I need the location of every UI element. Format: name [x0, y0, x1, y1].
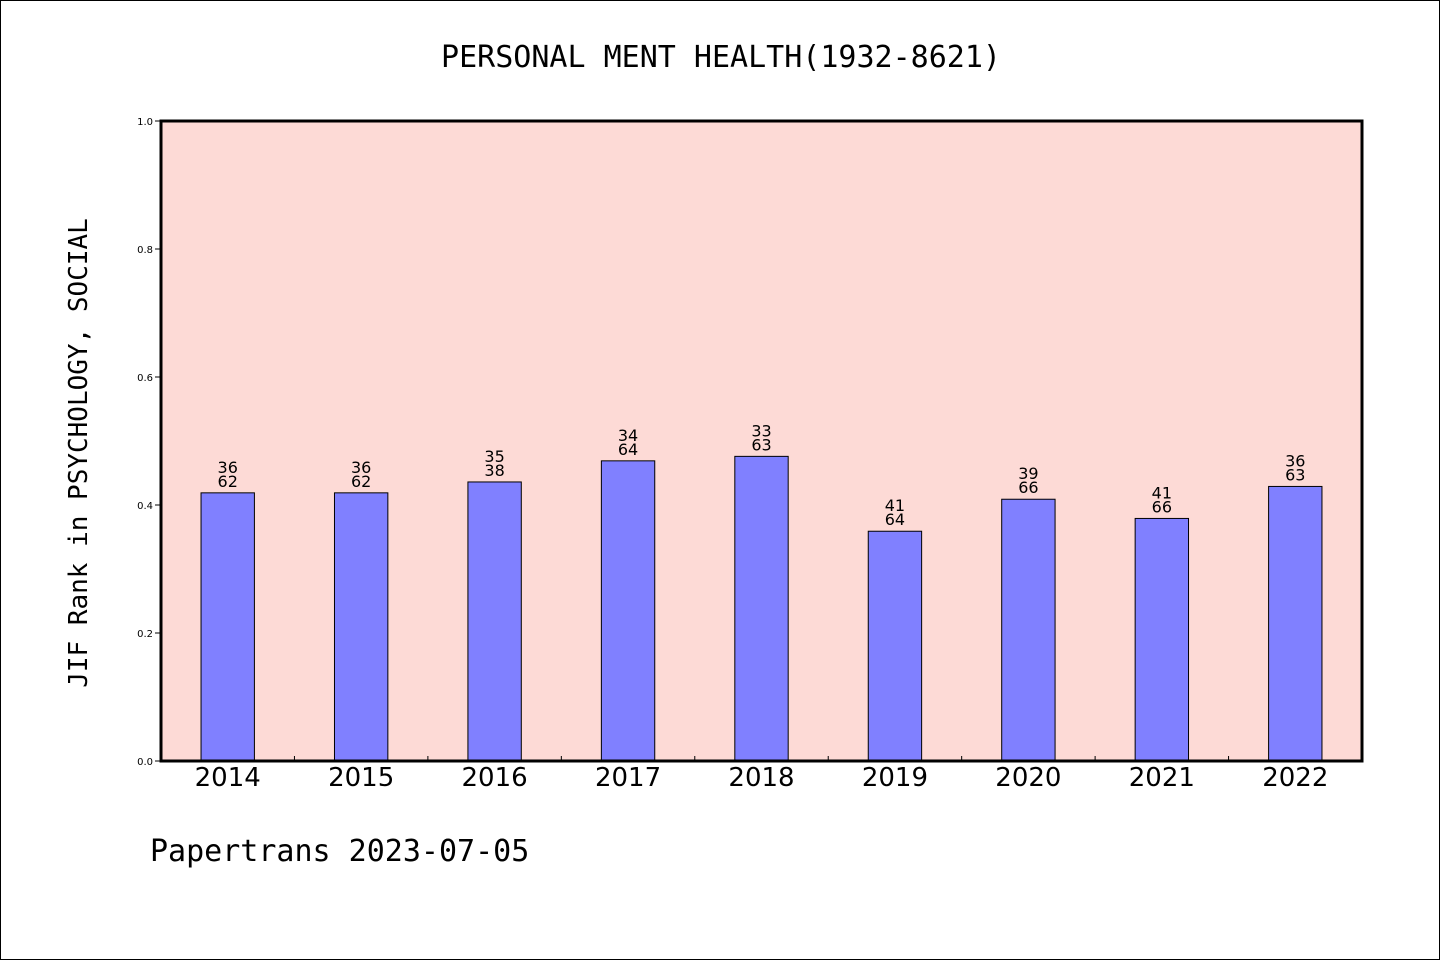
rank-label-top: 36: [218, 458, 238, 477]
x-tick-label: 2020: [995, 763, 1061, 793]
bar-2018: [734, 455, 789, 762]
x-axis-ticks: 2014 2015 2016 2017 2018 2019 2020 2021 2022: [195, 756, 1328, 793]
x-tick-label: 2021: [1129, 763, 1195, 793]
bar-2014: [200, 492, 255, 762]
bar-2015: [333, 492, 389, 762]
y-tick-label: 0.2: [137, 629, 153, 640]
x-tick-label: 2019: [862, 763, 928, 793]
bar-2017: [600, 460, 656, 762]
rank-label-bottom: 62: [218, 472, 238, 491]
x-tick-label: 2014: [195, 763, 261, 793]
bar-2020: [1001, 498, 1056, 762]
rank-label-top: 34: [618, 426, 638, 445]
rank-label-bottom: 64: [885, 510, 905, 529]
x-tick-label: 2022: [1262, 763, 1328, 793]
rank-label-bottom: 66: [1018, 478, 1038, 497]
rank-label-top: 36: [351, 458, 371, 477]
rank-label-bottom: 63: [751, 435, 771, 454]
bar-2016: [467, 481, 522, 762]
y-axis-label: JIF Rank in PSYCHOLOGY, SOCIAL: [64, 218, 94, 688]
bar-2019: [867, 530, 923, 762]
rank-label-bottom: 63: [1285, 465, 1305, 484]
chart-title: PERSONAL MENT HEALTH(1932-8621): [441, 40, 1001, 75]
rank-label-bottom: 66: [1152, 497, 1172, 516]
bar-2022: [1268, 485, 1323, 762]
x-tick-label: 2015: [328, 763, 394, 793]
rank-label-top: 41: [1152, 483, 1172, 502]
x-tick-label: 2016: [462, 763, 528, 793]
rank-label-top: 33: [751, 421, 771, 440]
x-tick-label: 2018: [728, 763, 794, 793]
y-tick-label: 0.6: [137, 373, 153, 384]
rank-label-top: 36: [1285, 451, 1305, 470]
plot-frame: [159, 119, 1364, 763]
rank-label-top: 41: [885, 496, 905, 515]
y-tick-label: 0.8: [137, 245, 153, 256]
y-tick-label: 0.4: [137, 501, 153, 512]
bar-2021: [1134, 517, 1190, 762]
y-tick-label: 1.0: [137, 117, 153, 128]
rank-label-top: 39: [1018, 464, 1038, 483]
rank-label-bottom: 62: [351, 472, 371, 491]
bars: [200, 455, 1323, 762]
rank-label-bottom: 38: [484, 461, 504, 480]
y-tick-label: 0.0: [137, 757, 153, 768]
x-tick-label: 2017: [595, 763, 661, 793]
y-axis-ticks: 0.0 0.2 0.4 0.6 0.8 1.0: [137, 117, 161, 768]
footer-text: Papertrans 2023-07-05: [150, 834, 530, 869]
rank-label-bottom: 64: [618, 440, 638, 459]
rank-label-top: 35: [484, 447, 504, 466]
